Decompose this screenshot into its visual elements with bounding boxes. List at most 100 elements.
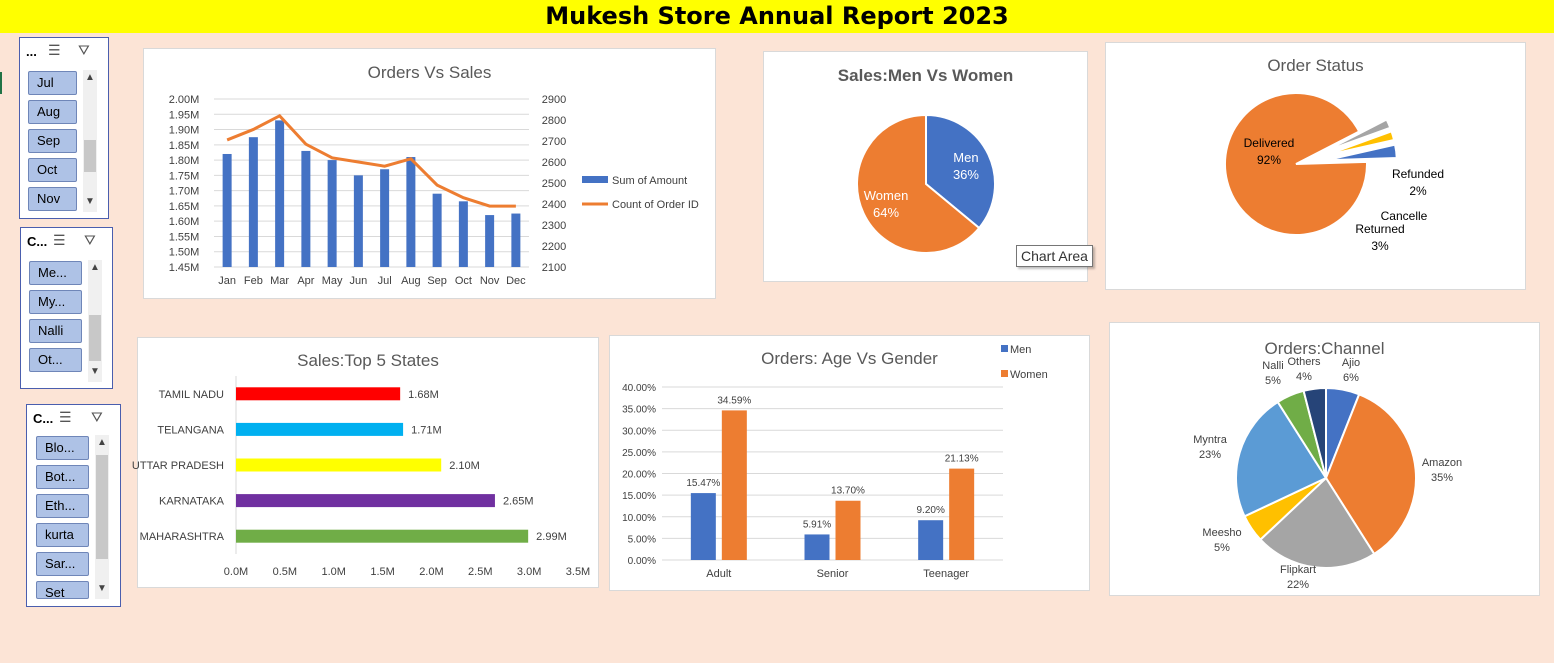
bar-sum-of-amount (248, 137, 258, 267)
category-label: TAMIL NADU (159, 389, 224, 401)
men-women-pie: Men 36% Women 64% (856, 113, 996, 254)
data-label: 34.59% (717, 395, 751, 406)
slice-name-label: Nalli (1262, 360, 1283, 372)
slicer-item[interactable]: Nov (28, 187, 77, 211)
slicer-item[interactable]: Oct (28, 158, 77, 182)
bar-sum-of-amount (485, 215, 495, 267)
scroll-thumb[interactable] (96, 455, 108, 559)
bar-state (236, 458, 442, 472)
slicer-scrollbar[interactable]: ▲ ▼ (88, 260, 102, 382)
scroll-up-icon[interactable]: ▲ (90, 262, 100, 273)
chart-title: Orders:Channel (1264, 339, 1385, 358)
slicer-item[interactable]: Eth... (36, 494, 89, 518)
y-left-tick-label: 1.95M (169, 109, 200, 121)
y-right-tick-label: 2100 (542, 262, 566, 274)
slicer-scrollbar[interactable]: ▲ ▼ (95, 435, 109, 599)
slicer-channel[interactable]: C... ☰ ⛛ Me... My... Nalli Ot... ▲ ▼ (20, 227, 113, 389)
x-tick-label: Sep (427, 275, 447, 287)
x-tick-label: 2.5M (468, 566, 492, 578)
x-tick-label: Senior (817, 568, 849, 580)
slice-name-label: Returned (1355, 222, 1404, 236)
slice-name-label: Men (953, 150, 978, 165)
y-right-tick-label: 2900 (542, 94, 566, 106)
slicer-item[interactable]: Bot... (36, 465, 89, 489)
top-states-plot: TAMIL NADU 1.68M TELANGANA 1.71M UTTAR PRADE… (132, 376, 590, 578)
multi-select-icon[interactable]: ☰ (59, 409, 72, 425)
report-title: Mukesh Store Annual Report 2023 (0, 0, 1554, 33)
data-label: 1.68M (408, 389, 439, 401)
chart-top-states[interactable]: Sales:Top 5 States TAMIL NADU 1.68M TELANG… (132, 337, 599, 588)
y-tick-label: 30.00% (622, 426, 656, 437)
slice-value-label: 4% (1296, 371, 1312, 383)
slicer-item[interactable]: Set (36, 581, 89, 599)
scroll-thumb[interactable] (84, 140, 96, 172)
category-label: KARNATAKA (159, 496, 225, 508)
x-tick-label: Apr (297, 275, 314, 287)
chart-title: Order Status (1267, 56, 1364, 75)
data-label: 13.70% (831, 486, 865, 497)
chart-orders-vs-sales[interactable]: Orders Vs Sales 1.45M 1.50M 1.55M 1.60M 1.65… (143, 48, 716, 299)
category-label: TELANGANA (157, 424, 224, 436)
slicer-item[interactable]: Ot... (29, 348, 82, 372)
y-tick-label: 5.00% (628, 534, 656, 545)
slicer-item[interactable]: Nalli (29, 319, 82, 343)
scroll-up-icon[interactable]: ▲ (85, 72, 95, 83)
slice-value-label: 5% (1214, 542, 1230, 554)
multi-select-icon[interactable]: ☰ (53, 232, 66, 248)
y-right-tick-label: 2400 (542, 199, 566, 211)
x-tick-label: Aug (401, 275, 421, 287)
chart-age-gender[interactable]: Orders: Age Vs Gender 0.00% 5.00% 10.00% 15… (609, 335, 1090, 591)
x-tick-label: 1.5M (370, 566, 394, 578)
x-tick-label: Feb (244, 275, 263, 287)
scroll-down-icon[interactable]: ▼ (85, 196, 95, 207)
slice-name-label: Flipkart (1280, 564, 1316, 576)
x-tick-label: Adult (706, 568, 731, 580)
pie-slice-others (1302, 386, 1327, 479)
slicer-item[interactable]: Me... (29, 261, 82, 285)
y-left-tick-label: 1.45M (169, 262, 200, 274)
data-label: 1.71M (411, 424, 442, 436)
slicer-item[interactable]: Sar... (36, 552, 89, 576)
slicer-item[interactable]: Blo... (36, 436, 89, 460)
scroll-up-icon[interactable]: ▲ (97, 437, 107, 448)
clear-filter-icon[interactable]: ⛛ (84, 232, 96, 248)
category-label: UTTAR PRADESH (132, 460, 224, 472)
bar-sum-of-amount (458, 201, 468, 267)
y-right-tick-label: 2500 (542, 178, 566, 190)
chart-orders-channel[interactable]: Orders:Channel Ajio 6% Amazon 35% Flipkart 22… (1109, 322, 1540, 596)
bar-sum-of-amount (301, 150, 311, 267)
y-right-tick-label: 2200 (542, 241, 566, 253)
clear-filter-icon[interactable]: ⛛ (78, 42, 90, 58)
slice-name-label: Ajio (1342, 357, 1360, 369)
slicer-item[interactable]: My... (29, 290, 82, 314)
slice-value-label: 22% (1287, 579, 1309, 591)
slicer-scrollbar[interactable]: ▲ ▼ (83, 70, 97, 212)
slicer-item[interactable]: Sep (28, 129, 77, 153)
scroll-thumb[interactable] (89, 315, 101, 361)
x-tick-label: Mar (270, 275, 289, 287)
chart-title: Orders Vs Sales (367, 63, 492, 82)
legend-swatch-women (1001, 370, 1008, 377)
slicer-item[interactable]: kurta (36, 523, 89, 547)
slice-value-label: 23% (1199, 449, 1221, 461)
clear-filter-icon[interactable]: ⛛ (91, 409, 103, 425)
slice-value-label: 6% (1343, 372, 1359, 384)
pie-slice-myntra (1235, 400, 1328, 518)
chart-order-status[interactable]: Order Status Delivered 92% Refunded 2% Cance… (1105, 42, 1526, 290)
chart-sales-men-women[interactable]: Sales:Men Vs Women Men 36% Women 64% (763, 51, 1088, 282)
data-label: 15.47% (686, 478, 720, 489)
slicer-category-header: C... (33, 411, 54, 426)
scroll-down-icon[interactable]: ▼ (90, 366, 100, 377)
slicer-month[interactable]: ... ☰ ⛛ Jul Aug Sep Oct Nov ▲ ▼ (19, 37, 109, 219)
data-label: 2.65M (503, 496, 534, 508)
slicer-item[interactable]: Aug (28, 100, 77, 124)
y-tick-label: 40.00% (622, 383, 656, 394)
slicer-category[interactable]: C... ☰ ⛛ Blo... Bot... Eth... kurta Sar.… (26, 404, 121, 607)
multi-select-icon[interactable]: ☰ (48, 42, 61, 58)
slicer-item[interactable]: Jul (28, 71, 77, 95)
x-tick-label: Dec (506, 275, 526, 287)
slice-value-label: 64% (873, 205, 899, 220)
scroll-down-icon[interactable]: ▼ (97, 583, 107, 594)
x-tick-label: 2.0M (419, 566, 443, 578)
